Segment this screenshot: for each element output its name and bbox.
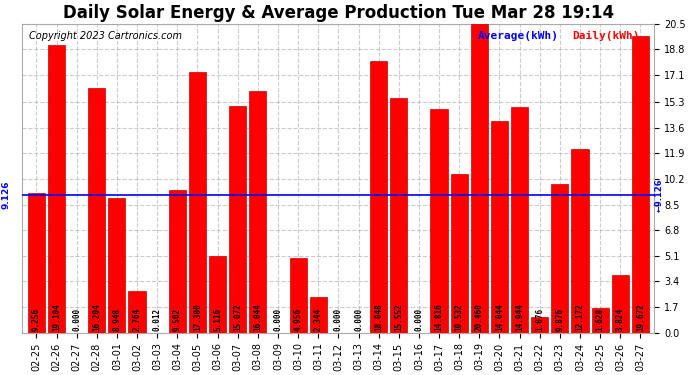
Bar — [249, 91, 266, 333]
Bar — [169, 189, 186, 333]
Bar — [189, 72, 206, 333]
Text: 9.126: 9.126 — [1, 181, 10, 209]
Text: 0.000: 0.000 — [415, 308, 424, 331]
Text: 17.300: 17.300 — [193, 303, 202, 331]
Text: 1.628: 1.628 — [595, 308, 604, 331]
Text: 12.172: 12.172 — [575, 303, 584, 331]
Bar — [209, 256, 226, 333]
Bar — [571, 149, 589, 333]
Text: Copyright 2023 Cartronics.com: Copyright 2023 Cartronics.com — [28, 32, 181, 42]
Text: 15.552: 15.552 — [394, 303, 403, 331]
Text: 16.204: 16.204 — [92, 303, 101, 331]
Bar — [511, 108, 528, 333]
Bar — [632, 36, 649, 333]
Text: 1.076: 1.076 — [535, 308, 544, 331]
Bar — [451, 174, 468, 333]
Bar — [612, 275, 629, 333]
Text: 9.502: 9.502 — [172, 308, 182, 331]
Bar — [531, 316, 549, 333]
Text: 8.948: 8.948 — [112, 308, 121, 331]
Bar — [310, 297, 327, 333]
Bar — [471, 24, 488, 333]
Text: 5.116: 5.116 — [213, 308, 222, 331]
Text: 0.000: 0.000 — [334, 308, 343, 331]
Bar — [108, 198, 126, 333]
Text: 20.460: 20.460 — [475, 303, 484, 331]
Bar — [28, 193, 45, 333]
Text: 3.824: 3.824 — [615, 308, 624, 331]
Text: 9.256: 9.256 — [32, 308, 41, 331]
Text: Average(kWh): Average(kWh) — [477, 32, 558, 42]
Bar — [591, 308, 609, 333]
Text: 0.000: 0.000 — [273, 308, 282, 331]
Text: 19.104: 19.104 — [52, 303, 61, 331]
Bar — [551, 184, 569, 333]
Title: Daily Solar Energy & Average Production Tue Mar 28 19:14: Daily Solar Energy & Average Production … — [63, 4, 614, 22]
Bar — [391, 98, 407, 333]
Bar — [491, 121, 508, 333]
Text: 18.048: 18.048 — [374, 303, 383, 331]
Text: 0.000: 0.000 — [354, 308, 363, 331]
Text: 0.012: 0.012 — [152, 308, 161, 331]
Text: 16.044: 16.044 — [253, 303, 262, 331]
Text: 2.344: 2.344 — [314, 308, 323, 331]
Bar — [290, 258, 306, 333]
Text: 0.000: 0.000 — [72, 308, 81, 331]
Text: 14.044: 14.044 — [495, 303, 504, 331]
Bar — [128, 291, 146, 333]
Bar — [88, 88, 106, 333]
Text: ←9.126: ←9.126 — [655, 178, 664, 212]
Text: 10.532: 10.532 — [455, 303, 464, 331]
Bar — [229, 105, 246, 333]
Bar — [370, 61, 387, 333]
Text: 2.764: 2.764 — [132, 308, 141, 331]
Text: 15.072: 15.072 — [233, 303, 242, 331]
Text: 9.876: 9.876 — [555, 308, 564, 331]
Text: 14.944: 14.944 — [515, 303, 524, 331]
Text: 4.956: 4.956 — [294, 308, 303, 331]
Bar — [431, 110, 448, 333]
Text: 19.672: 19.672 — [636, 303, 645, 331]
Bar — [48, 45, 65, 333]
Text: 14.816: 14.816 — [435, 303, 444, 331]
Text: Daily(kWh): Daily(kWh) — [572, 32, 640, 42]
